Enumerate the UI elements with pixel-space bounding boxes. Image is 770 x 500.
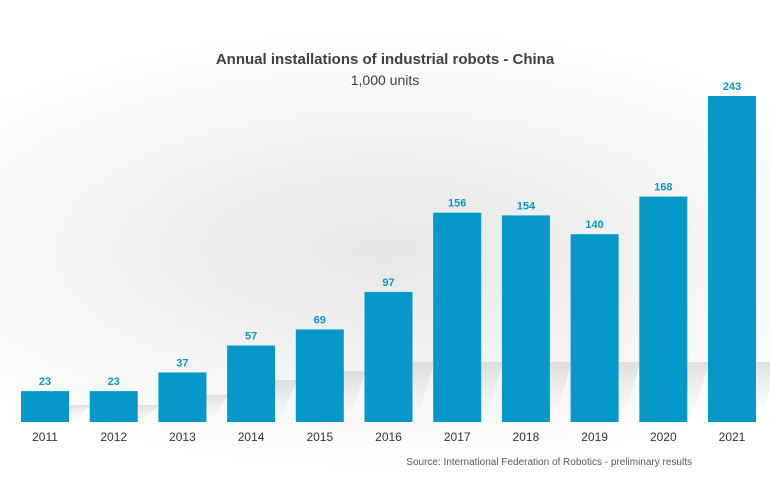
value-label: 154 — [517, 200, 536, 212]
bar-2011 — [21, 391, 69, 422]
category-label: 2015 — [306, 430, 333, 444]
value-label: 243 — [723, 81, 741, 93]
category-label: 2020 — [650, 430, 677, 444]
category-label: 2011 — [32, 430, 58, 444]
value-label: 69 — [314, 314, 326, 326]
bar-2018 — [501, 215, 550, 422]
bar-2013 — [158, 372, 207, 422]
category-label: 2016 — [375, 430, 402, 444]
category-label: 2018 — [513, 430, 540, 444]
bar-2021 — [708, 96, 756, 422]
value-label: 97 — [382, 277, 394, 289]
category-label: 2013 — [169, 430, 196, 444]
bar-2015 — [295, 329, 344, 422]
value-labels: 23 23 37 57 69 97 156 154 140 168 243 — [39, 81, 741, 388]
bar-2019 — [570, 234, 619, 422]
value-label: 23 — [108, 376, 120, 388]
source-note: Source: International Federation of Robo… — [406, 457, 692, 468]
bar-2014 — [227, 345, 276, 422]
value-label: 57 — [245, 331, 257, 343]
category-label: 2021 — [719, 430, 746, 444]
value-label: 37 — [176, 357, 188, 369]
value-label: 23 — [39, 376, 51, 388]
category-label: 2014 — [238, 430, 265, 444]
value-label: 168 — [654, 182, 672, 194]
chart-title: Annual installations of industrial robot… — [215, 51, 555, 68]
bar-2020 — [639, 196, 688, 422]
bar-2017 — [433, 212, 482, 422]
bar-2012 — [89, 391, 138, 422]
category-label: 2017 — [444, 430, 471, 444]
bars — [21, 96, 756, 422]
bar-2016 — [364, 291, 413, 422]
category-labels: 2011 2012 2013 2014 2015 2016 2017 2018 2019 2020… — [32, 430, 746, 444]
category-label: 2012 — [100, 430, 127, 444]
value-label: 140 — [585, 219, 603, 231]
category-label: 2019 — [581, 430, 608, 444]
chart-subtitle: 1,000 units — [350, 72, 420, 88]
value-label: 156 — [448, 198, 466, 210]
